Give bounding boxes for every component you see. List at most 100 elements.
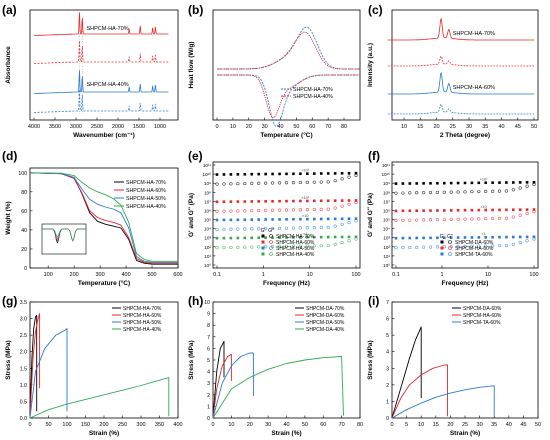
y-tick-label: 3.5 [20, 300, 27, 306]
storage-modulus-point [299, 172, 302, 176]
loss-modulus-point [435, 190, 440, 194]
storage-modulus-point [264, 172, 267, 176]
x-tick-label: 100 [44, 272, 53, 278]
loss-modulus-point [463, 244, 467, 248]
storage-modulus-point [436, 209, 439, 212]
storage-modulus-point [477, 236, 481, 239]
loss-modulus-point [525, 184, 529, 188]
storage-modulus-point [292, 199, 295, 203]
storage-modulus-point [408, 209, 412, 213]
storage-modulus-point [505, 235, 508, 239]
x-tick-label: 50 [293, 124, 299, 130]
y-tick-label: 10⁸ [383, 190, 390, 195]
storage-modulus-point [250, 172, 254, 176]
loss-modulus-point [236, 227, 240, 231]
storage-modulus-point [222, 173, 226, 176]
stress-strain-curve [212, 356, 344, 419]
x-tick-label: 0.1 [213, 272, 221, 278]
x-tick-label: 60 [320, 422, 326, 428]
storage-modulus-point [491, 181, 494, 184]
x-tick-label: 600 [173, 272, 182, 278]
shift-factor-label: ×1 [303, 232, 307, 236]
x-tick-label: 0 [390, 422, 393, 428]
loss-modulus-point [222, 209, 226, 213]
plot-frame [391, 161, 539, 269]
y-tick-label: 10³ [204, 236, 211, 241]
shift-factor-label: ×10² [301, 196, 309, 200]
x-axis-label: Frequency (Hz) [263, 280, 310, 287]
ftir-curve [33, 70, 169, 94]
stress-strain-curve [29, 328, 68, 419]
storage-modulus-point [278, 218, 281, 221]
loss-modulus-point [408, 245, 412, 250]
legend-label: SHPCM-TA-60% [463, 320, 501, 326]
storage-modulus-point [306, 172, 309, 175]
x-tick-label: 30 [477, 422, 483, 428]
x-tick-label: 15 [433, 422, 439, 428]
storage-modulus-point [477, 208, 481, 212]
x-tick-label: 150 [81, 422, 90, 428]
storage-modulus-point [470, 236, 474, 239]
storage-modulus-point [271, 172, 274, 176]
y-tick-label: 0.0 [20, 416, 27, 422]
loss-modulus-point [312, 207, 316, 212]
y-tick-label: 2.5 [20, 333, 27, 339]
storage-modulus-point [313, 199, 316, 203]
x-tick-label: 10 [401, 124, 407, 130]
legend-marker [269, 240, 273, 244]
y-axis-label: Stress (MPa) [367, 340, 374, 379]
y-tick-label: 10 [204, 300, 210, 306]
storage-modulus-point [250, 218, 254, 221]
storage-modulus-point [271, 199, 274, 203]
loss-modulus-point [401, 191, 405, 195]
loss-modulus-point [415, 218, 419, 222]
x-tick-label: 50 [535, 422, 541, 428]
loss-modulus-point [428, 218, 433, 222]
legend-marker [261, 252, 265, 256]
y-tick-label: 1.5 [20, 366, 27, 372]
legend-marker [269, 246, 273, 250]
loss-modulus-point [215, 182, 219, 186]
legend-label: SHPCM-HA-40% [126, 204, 166, 210]
y-tick-label: 10⁷ [204, 199, 211, 204]
storage-modulus-point [257, 236, 260, 240]
y-tick-label: 100 [18, 171, 27, 177]
x-tick-label: 40 [283, 422, 289, 428]
storage-modulus-point [306, 217, 309, 221]
legend-label: SHPCM-HA-60% [126, 188, 166, 194]
loss-modulus-point [415, 245, 419, 249]
storage-modulus-point [215, 218, 219, 222]
x-tick-label: 0 [211, 422, 214, 428]
x-tick-label: 300 [96, 272, 105, 278]
y-tick-label: 0 [207, 416, 210, 422]
loss-modulus-point [347, 239, 351, 243]
storage-modulus-point [532, 208, 536, 211]
x-tick-label: 3500 [49, 124, 61, 130]
loss-modulus-point [477, 244, 481, 248]
xrd-curve [387, 72, 534, 95]
storage-modulus-point [436, 236, 439, 240]
loss-modulus-point [271, 208, 275, 212]
storage-modulus-point [449, 209, 453, 212]
loss-modulus-point [408, 218, 412, 222]
y-tick-label: 80 [21, 190, 27, 196]
storage-modulus-point [347, 235, 351, 239]
y-axis-label: Weight (%) [5, 201, 12, 234]
shift-factor-label: ×10³ [301, 169, 309, 173]
loss-modulus-point [518, 240, 522, 245]
storage-modulus-point [484, 208, 487, 212]
storage-modulus-point [354, 217, 358, 220]
legend-label: SHPCM-HA-50% [123, 320, 162, 326]
panel-label: (c) [368, 3, 383, 17]
y-tick-label: 8 [207, 323, 210, 329]
y-tick-label: 7 [207, 335, 210, 341]
storage-modulus-point [278, 199, 281, 203]
x-axis-label: Strain (%) [450, 430, 480, 437]
loss-modulus-point [305, 207, 309, 212]
loss-modulus-point [271, 181, 275, 185]
x-axis-label: Strain (%) [271, 430, 301, 437]
y-tick-label: 4 [207, 370, 210, 376]
storage-modulus-point [222, 218, 226, 222]
x-tick-label: 25 [450, 124, 456, 130]
